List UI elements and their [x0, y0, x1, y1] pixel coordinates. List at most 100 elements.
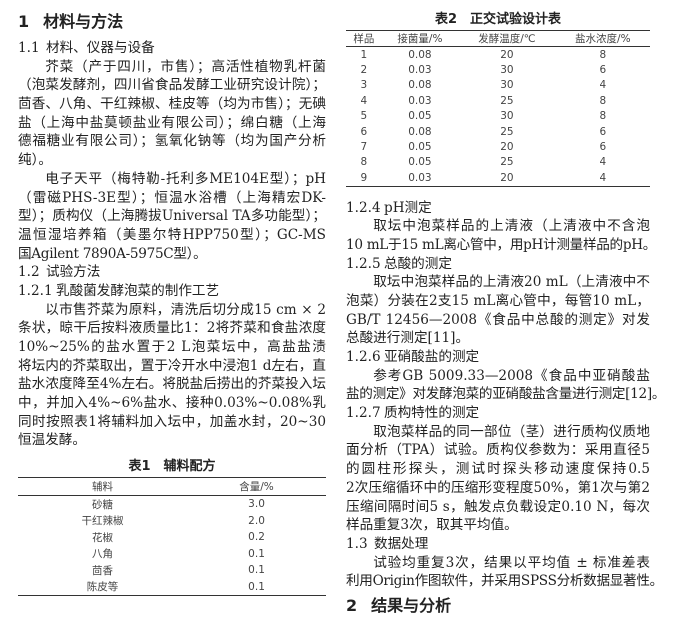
next-section-title-text: 结果与分析: [371, 595, 452, 615]
table-cell: 3: [360, 79, 368, 92]
table1-header: 含量/%: [187, 477, 326, 496]
table-cell: 1: [360, 48, 368, 61]
table-cell: 25: [500, 125, 514, 138]
paragraph-line: 将坛内的芥菜取出，置于冷开水中浸泡1 d左右，直至: [18, 357, 326, 374]
table-cell: 4: [599, 171, 607, 184]
section-heading: 1.2.7 质构特性的测定: [346, 404, 650, 423]
table-cell: 20: [500, 141, 514, 154]
table-cell: 5: [360, 110, 368, 123]
paragraph-line: 泡菜）分装在2支15 mL离心管中，每管10 mL，参考: [346, 292, 650, 309]
paragraph-line: 德福糖业有限公司）；氢氧化钠等（均为国产分析: [18, 133, 326, 150]
section-heading: 1.2.5 总酸的测定: [346, 255, 650, 274]
heading-number: 1.2.5: [346, 255, 381, 272]
heading-number: 1.1: [18, 40, 40, 56]
table-cell: 0.08: [408, 48, 432, 61]
table-cell: 花椒: [92, 531, 114, 544]
paragraph-line: 2次压缩循环中的压缩形变程度50%，第1次与第2次: [346, 479, 650, 496]
table-row: 7 0.05 20 6: [346, 139, 650, 154]
section-title-text: 材料与方法: [43, 12, 124, 31]
table-cell: 3.0: [248, 498, 265, 511]
table-row: 8 0.05 25 4: [346, 155, 650, 170]
table-cell: 2: [360, 64, 368, 77]
paragraph-line: 试验均重复3次，结果以平均值 ± 标准差表示。: [373, 554, 650, 571]
section-number: 1: [18, 12, 30, 31]
paragraph-line: 电子天平（梅特勒-托利多ME104E型）；pH计: [45, 170, 326, 187]
paragraph-line: 以市售芥菜为原料，清洗后切分成15 cm × 2 cm: [45, 301, 326, 318]
table2-caption: 表2 正交试验设计表: [434, 12, 562, 27]
paragraph-line: 恒温发酵。: [18, 432, 86, 449]
heading-text: 质构特性的测定: [384, 405, 480, 422]
table2-header: 盐水浓度/%: [555, 30, 650, 47]
table2-header: 样品: [346, 30, 382, 47]
paragraph-line: 10 mL于15 mL离心管中，用pH计测量样品的pH。: [346, 236, 657, 253]
paragraph-line: （雷磁PHS-3E型）；恒温水浴槽（上海精宏DK-8D: [18, 189, 326, 206]
table-row: 砂糖 3.0: [18, 495, 326, 512]
section-heading: 1.2.1 乳酸菌发酵泡菜的制作工艺: [18, 282, 326, 301]
section-heading: 1.2.4 pH测定: [346, 199, 650, 218]
table1: 辅料 含量/% 砂糖 3.0 干红辣椒 2.0 花椒 0.2 八角 0.1 茴香 0.1 陈皮等 0.…: [18, 477, 326, 597]
table-cell: 25: [500, 156, 514, 169]
heading-text: 亚硝酸盐的测定: [384, 349, 480, 366]
paragraph-line: 温恒湿培养箱（美墨尔特HPP750型）；GC-MS（美: [18, 226, 326, 243]
table2-header: 发酵温度/℃: [458, 30, 556, 47]
paragraph-line: （泡菜发酵剂，四川省食品发酵工业研究设计院）；: [18, 77, 326, 94]
table1-header: 辅料: [18, 477, 188, 496]
left-body: 1.1 材料、仪器与设备芥菜（产于四川，市售）；高活性植物乳杆菌 （泡菜发酵剂，四川…: [18, 39, 326, 450]
table-cell: 0.1: [248, 564, 265, 577]
table-cell: 7: [360, 141, 368, 154]
next-section-number: 2: [346, 595, 358, 615]
paragraph-line: 样品重复3次，取其平均值。: [346, 517, 518, 534]
paragraph-line: 取泡菜样品的同一部位（茎）进行质构仪质地多: [373, 423, 650, 440]
paragraph-line: 芥菜（产于四川，市售）；高活性植物乳杆菌: [45, 58, 326, 75]
table-cell: 2.0: [248, 514, 265, 527]
heading-text: pH测定: [384, 199, 432, 216]
table-cell: 9: [360, 171, 368, 184]
table-cell: 八角: [92, 548, 114, 561]
section-heading: 1.2.6 亚硝酸盐的测定: [346, 348, 650, 367]
table-cell: 20: [500, 48, 514, 61]
table-row: 2 0.03 30 6: [346, 62, 650, 77]
table-cell: 8: [599, 48, 607, 61]
table-cell: 8: [599, 110, 607, 123]
table-cell: 0.05: [408, 110, 432, 123]
heading-number: 1.2.6: [346, 349, 381, 366]
paragraph-line: 总酸进行测定[11]。: [346, 330, 470, 347]
table-row: 茴香 0.1: [18, 562, 326, 579]
table-cell: 0.05: [408, 141, 432, 154]
paragraph-line: 条状，晾干后按料液质量比1：2将芥菜和食盐浓度: [18, 320, 326, 337]
paragraph-line: 取坛中泡菜样品的上清液20 mL（上清液中不含: [373, 274, 650, 291]
paragraph-line: 利用Origin作图软件，并采用SPSS分析数据显著性。: [346, 573, 663, 590]
table-cell: 砂糖: [92, 498, 114, 511]
paragraph-line: 型）；质构仪（上海腾拔Universal TA多功能型）；恒: [18, 208, 326, 225]
table-cell: 4: [360, 94, 368, 107]
paragraph-line: GB/T 12456—2008《食品中总酸的测定》对发酵泡菜: [346, 311, 650, 328]
heading-text: 材料、仪器与设备: [46, 40, 155, 56]
paragraph-line: 参考GB 5009.33—2008《食品中亚硝酸盐与硝酸: [373, 367, 650, 384]
table-cell: 30: [500, 64, 514, 77]
table-cell: 6: [599, 141, 607, 154]
table-row: 4 0.03 25 8: [346, 93, 650, 108]
heading-text: 试验方法: [46, 264, 101, 281]
table-cell: 25: [500, 94, 514, 107]
table-cell: 干红辣椒: [81, 515, 124, 528]
table-cell: 0.08: [408, 125, 432, 138]
paragraph-line: 同时按照表1将辅料加入坛中，加盖水封，20~30 ℃: [18, 413, 326, 430]
heading-number: 1.2: [18, 264, 40, 281]
table-cell: 0.03: [408, 171, 432, 184]
table-cell: 0.03: [408, 94, 432, 107]
heading-number: 1.2.7: [346, 405, 381, 422]
table-cell: 0.1: [248, 580, 265, 593]
table-cell: 0.1: [248, 547, 265, 560]
heading-text: 总酸的测定: [384, 255, 452, 272]
section-heading: 1.1 材料、仪器与设备: [18, 39, 326, 58]
table-row: 干红辣椒 2.0: [18, 512, 326, 529]
heading-text: 数据处理: [374, 535, 429, 552]
heading-number: 1.3: [346, 535, 368, 552]
table-cell: 茴香: [92, 564, 114, 577]
paragraph-line: 盐水浓度降至4%左右。将脱盐后捞出的芥菜投入坛: [18, 376, 326, 393]
table-cell: 0.05: [408, 156, 432, 169]
table-cell: 8: [360, 156, 368, 169]
table-row: 陈皮等 0.1: [18, 579, 326, 596]
paragraph-line: 中，并加入4%~6%盐水、接种0.03%~0.08%乳酸菌，: [18, 395, 326, 412]
